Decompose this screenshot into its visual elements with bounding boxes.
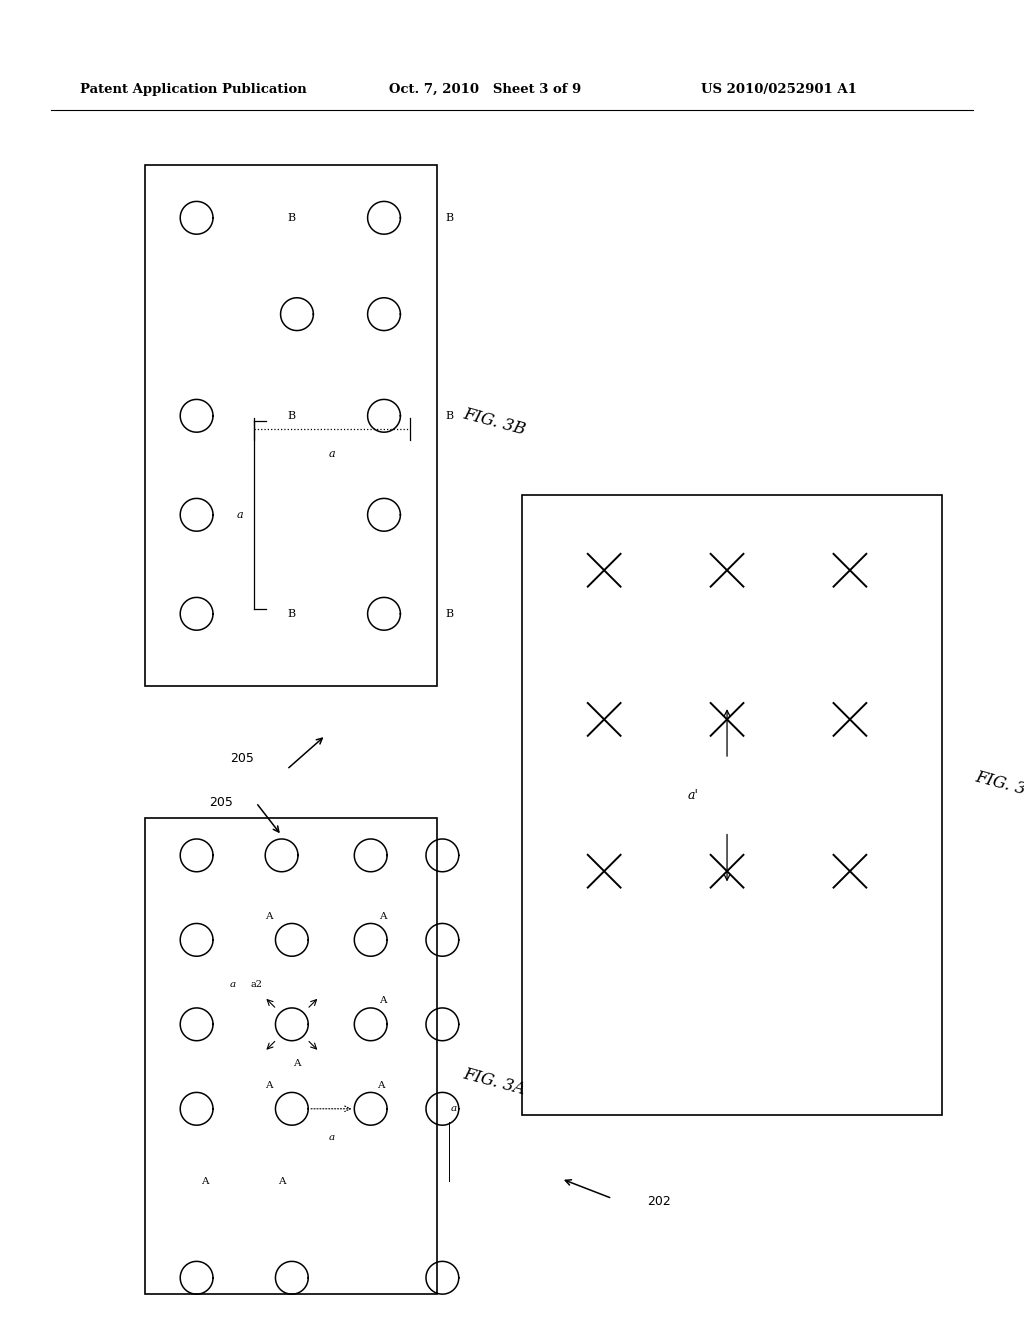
Text: A: A [379, 997, 387, 1005]
Text: a: a [238, 510, 244, 520]
Text: FIG. 3B: FIG. 3B [461, 405, 527, 440]
Text: 205: 205 [209, 796, 233, 809]
Text: B: B [288, 213, 296, 223]
Text: 202: 202 [647, 1195, 671, 1208]
Text: B: B [445, 213, 454, 223]
Text: A: A [265, 1081, 273, 1089]
Text: a': a' [687, 789, 698, 801]
Text: a: a [329, 1133, 334, 1142]
Text: a: a [229, 981, 236, 989]
Text: US 2010/0252901 A1: US 2010/0252901 A1 [701, 83, 857, 96]
Text: A: A [293, 1060, 301, 1068]
Bar [145, 165, 437, 686]
Text: B: B [288, 609, 296, 619]
Text: a: a [451, 1105, 457, 1113]
Text: A: A [377, 1081, 385, 1089]
Text: Patent Application Publication: Patent Application Publication [80, 83, 306, 96]
Text: B: B [445, 609, 454, 619]
Text: FIG. 3C: FIG. 3C [973, 768, 1024, 803]
Text: A: A [265, 912, 273, 920]
Text: A: A [379, 912, 387, 920]
Text: 205: 205 [229, 752, 254, 766]
Text: A: A [201, 1177, 209, 1185]
Text: a2: a2 [251, 981, 263, 989]
Text: B: B [445, 411, 454, 421]
Text: A: A [278, 1177, 286, 1185]
Bar [145, 818, 437, 1294]
Text: FIG. 3A: FIG. 3A [461, 1067, 527, 1098]
Text: a: a [329, 449, 335, 459]
Bar [522, 495, 942, 1115]
Text: Oct. 7, 2010   Sheet 3 of 9: Oct. 7, 2010 Sheet 3 of 9 [389, 83, 582, 96]
Text: B: B [288, 411, 296, 421]
